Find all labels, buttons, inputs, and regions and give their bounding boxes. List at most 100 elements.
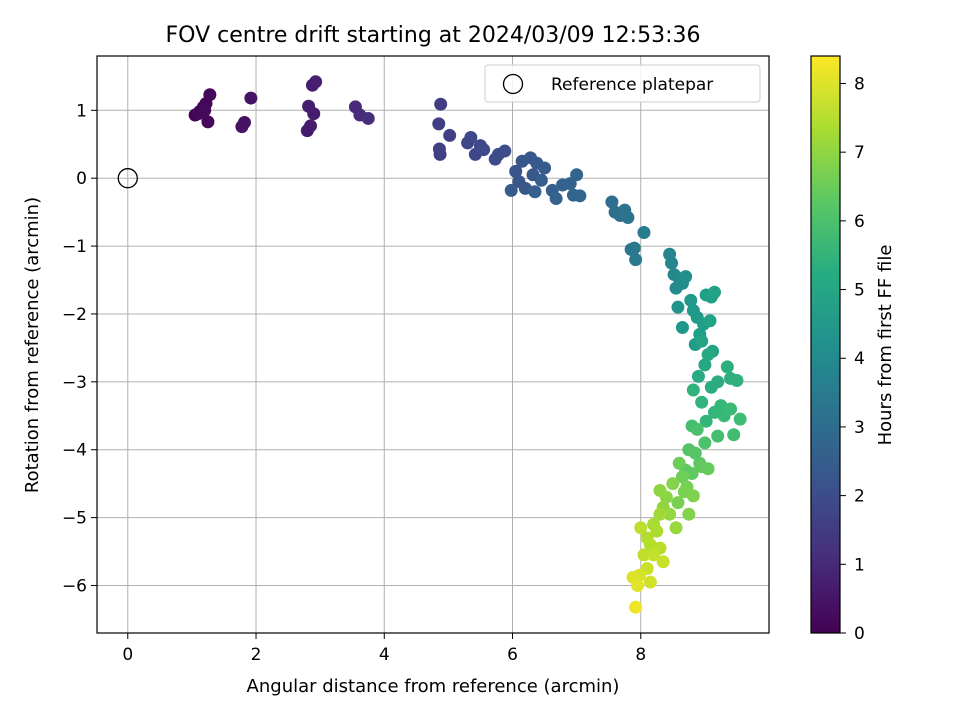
- colorbar-frame: [810, 55, 841, 634]
- colorbar-tick-label: 2: [854, 487, 865, 507]
- legend: Reference platepar: [484, 64, 761, 103]
- data-point: [656, 555, 670, 569]
- data-point: [701, 348, 715, 362]
- data-point: [631, 578, 645, 592]
- axis-ticks: 0 2 4 6 810−1−2−3−4−5−6: [62, 101, 646, 665]
- chart-title: FOV centre drift starting at 2024/03/09 …: [166, 23, 701, 48]
- y-tick-label: −6: [62, 576, 87, 596]
- y-tick-label: 0: [76, 169, 87, 189]
- data-point: [605, 195, 619, 209]
- data-point: [701, 462, 715, 476]
- grid: [97, 56, 769, 633]
- legend-marker-reference: [502, 73, 524, 95]
- x-axis-label: Angular distance from reference (arcmin): [247, 676, 620, 697]
- data-point: [464, 130, 478, 144]
- colorbar-tick-label: 0: [854, 624, 865, 644]
- x-tick-label: 8: [635, 645, 646, 665]
- data-point: [443, 128, 457, 142]
- data-point: [686, 383, 700, 397]
- data-point: [629, 253, 643, 267]
- data-point: [302, 99, 316, 113]
- data-point: [643, 575, 657, 589]
- reference-marker: [117, 168, 138, 189]
- data-point: [538, 161, 552, 175]
- data-point: [653, 483, 667, 497]
- data-point: [675, 321, 689, 335]
- data-point: [684, 293, 698, 307]
- data-point: [504, 183, 518, 197]
- colorbar-tick-label: 7: [854, 143, 865, 163]
- data-point: [672, 456, 686, 470]
- colorbar-ticks: 0 1 2 3 4 5 6 7 8: [840, 74, 865, 644]
- colorbar-tick-label: 8: [854, 74, 865, 94]
- data-point: [549, 192, 563, 206]
- data-point: [434, 97, 448, 111]
- data-point: [621, 211, 635, 225]
- legend-label-reference: Reference platepar: [551, 75, 713, 95]
- data-point: [699, 414, 713, 428]
- data-point: [534, 173, 548, 187]
- data-point: [698, 358, 712, 372]
- data-point: [201, 115, 215, 129]
- data-point: [724, 402, 738, 416]
- data-point: [203, 88, 217, 102]
- x-tick-label: 4: [379, 645, 390, 665]
- colorbar-tick-label: 3: [854, 418, 865, 438]
- data-point: [570, 168, 584, 182]
- data-point: [433, 147, 447, 161]
- y-tick-label: −2: [62, 305, 87, 325]
- data-point: [647, 548, 661, 562]
- data-point: [695, 395, 709, 409]
- colorbar: 0 1 2 3 4 5 6 7 8 Hours from first FF file: [810, 55, 896, 644]
- data-point: [665, 256, 679, 270]
- data-point: [361, 111, 375, 125]
- colorbar-tick-label: 1: [854, 555, 865, 575]
- data-point: [711, 429, 725, 443]
- data-point: [720, 360, 734, 374]
- data-point: [629, 600, 643, 614]
- data-point: [671, 300, 685, 314]
- data-point: [669, 521, 683, 535]
- y-tick-label: −3: [62, 373, 87, 393]
- y-axis-label: Rotation from reference (arcmin): [22, 197, 43, 493]
- data-point: [663, 507, 677, 521]
- x-tick-label: 0: [122, 645, 133, 665]
- colorbar-tick-label: 5: [854, 281, 865, 301]
- data-point: [707, 285, 721, 299]
- y-tick-label: −1: [62, 237, 87, 257]
- data-point: [650, 524, 664, 538]
- data-point: [198, 103, 212, 117]
- data-point: [666, 477, 680, 491]
- data-point: [528, 185, 542, 199]
- y-tick-label: −5: [62, 509, 87, 529]
- data-point: [695, 334, 709, 348]
- data-point: [711, 375, 725, 389]
- data-point: [653, 507, 667, 521]
- data-point: [637, 548, 651, 562]
- data-point: [304, 119, 318, 133]
- data-point: [671, 496, 685, 510]
- colorbar-label: Hours from first FF file: [875, 245, 896, 446]
- data-point: [686, 489, 700, 503]
- data-point: [690, 422, 704, 436]
- data-point: [237, 116, 251, 130]
- data-point: [698, 436, 712, 450]
- data-point: [477, 143, 491, 157]
- data-point: [509, 164, 523, 178]
- plot-frame: [96, 55, 770, 634]
- data-point: [637, 225, 651, 239]
- scatter-points: [117, 75, 747, 614]
- data-point: [730, 373, 744, 387]
- data-point: [432, 117, 446, 131]
- y-tick-label: 1: [76, 101, 87, 121]
- x-tick-label: 2: [251, 645, 262, 665]
- colorbar-gradient: [811, 56, 840, 633]
- data-point: [688, 446, 702, 460]
- data-point: [627, 241, 641, 255]
- data-point: [679, 270, 693, 284]
- data-point: [573, 189, 587, 203]
- data-point: [244, 91, 258, 105]
- x-tick-label: 6: [507, 645, 518, 665]
